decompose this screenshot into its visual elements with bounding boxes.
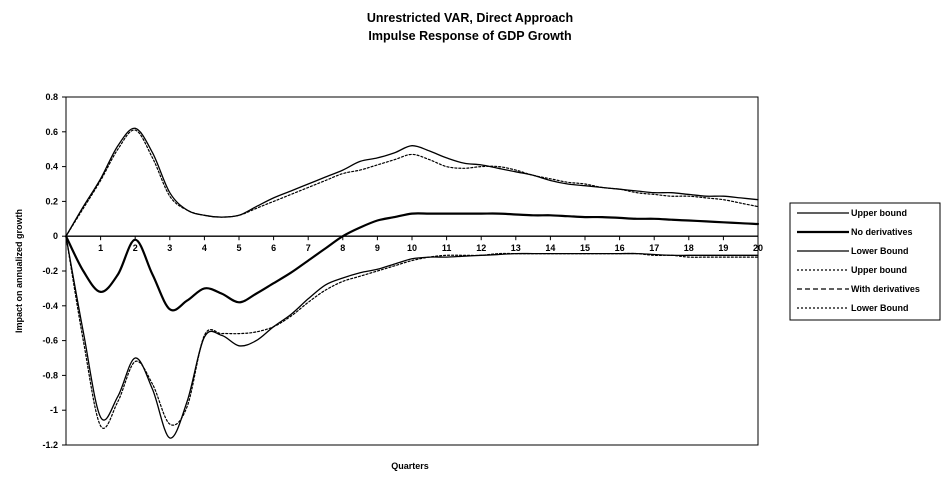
x-tick-label: 15 [580, 243, 590, 253]
y-tick-label: -0.2 [42, 266, 58, 276]
x-tick-label: 9 [375, 243, 380, 253]
x-tick-label: 2 [133, 243, 138, 253]
series-line-4 [65, 129, 759, 237]
x-tick-label: 19 [718, 243, 728, 253]
legend-label-2: No derivatives [851, 227, 913, 237]
series-line-3 [65, 235, 759, 439]
x-tick-label: 20 [753, 243, 763, 253]
legend-box [789, 202, 941, 321]
y-tick-label: -1 [50, 405, 58, 415]
x-tick-label: 10 [407, 243, 417, 253]
legend-label-1: Upper bound [851, 208, 907, 218]
series-line-2 [64, 212, 760, 312]
series-lines [64, 127, 760, 439]
chart-title-line-2: Impulse Response of GDP Growth [368, 29, 571, 43]
y-tick-label: -0.6 [42, 336, 58, 346]
legend-label-6: Lower Bound [851, 303, 909, 313]
y-tick-label: -0.4 [42, 301, 58, 311]
legend-label-5: With derivatives [851, 284, 920, 294]
series-line-6 [65, 235, 759, 429]
x-tick-label: 12 [476, 243, 486, 253]
x-tick-label: 3 [167, 243, 172, 253]
y-axis: 0.8 0.6 0.4 0.2 0 -0.2 -0.4 -0.6 -0.8 -1 -1.2 [42, 92, 66, 450]
series-line-5 [65, 212, 759, 311]
chart-title-line-1: Unrestricted VAR, Direct Approach [367, 11, 573, 25]
x-tick-label: 16 [615, 243, 625, 253]
x-tick-label: 18 [684, 243, 694, 253]
series-line-1 [65, 127, 759, 237]
legend-label-4: Upper bound [851, 265, 907, 275]
x-tick-label: 4 [202, 243, 207, 253]
x-tick-label: 1 [98, 243, 103, 253]
x-axis-label: Quarters [391, 461, 429, 471]
y-tick-label: 0.6 [45, 127, 58, 137]
y-tick-label: -1.2 [42, 440, 58, 450]
y-tick-label: -0.8 [42, 370, 58, 380]
x-tick-label: 7 [306, 243, 311, 253]
legend-label-3: Lower Bound [851, 246, 909, 256]
x-axis-ticks: 1 2 3 4 5 6 7 8 9 10 11 12 13 14 15 16 17 18 19 20 [65, 236, 763, 253]
x-tick-label: 6 [271, 243, 276, 253]
y-axis-label: Impact on annualized growth [14, 209, 24, 333]
x-tick-label: 17 [649, 243, 659, 253]
y-tick-label: 0.4 [45, 162, 58, 172]
x-tick-label: 14 [545, 243, 555, 253]
x-tick-label: 11 [442, 243, 452, 253]
x-tick-label: 8 [340, 243, 345, 253]
x-tick-label: 13 [511, 243, 521, 253]
x-tick-label: 5 [236, 243, 241, 253]
y-tick-label: 0 [53, 231, 58, 241]
plot-area-frame [65, 96, 759, 446]
y-tick-label: 0.8 [45, 92, 58, 102]
legend: Upper bound No derivatives Lower Bound Uppe… [789, 202, 941, 321]
y-tick-label: 0.2 [45, 196, 58, 206]
